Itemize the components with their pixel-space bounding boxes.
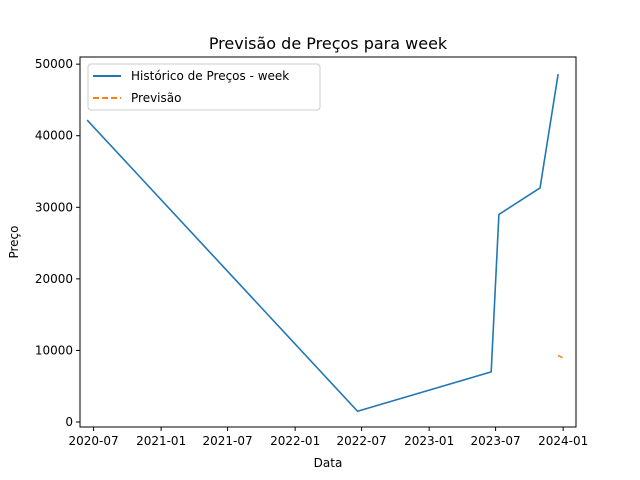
x-tick-label: 2023-07 [471, 434, 521, 448]
x-axis-label: Data [314, 456, 343, 470]
chart-title: Previsão de Preços para week [209, 34, 448, 53]
x-tick-label: 2021-07 [203, 434, 253, 448]
series-line-previsao [557, 354, 563, 359]
legend: Histórico de Preços - week Previsão [87, 63, 321, 111]
x-tick-label: 2023-01 [404, 434, 454, 448]
x-axis: 2020-07 2021-01 2021-07 2022-01 2022-07 2023-… [69, 427, 588, 448]
x-tick-label: 2020-07 [69, 434, 119, 448]
y-axis: 0 10000 20000 30000 40000 50000 [35, 57, 80, 429]
x-tick-label: 2022-07 [337, 434, 387, 448]
series-layer [86, 73, 563, 413]
x-tick-label: 2021-01 [136, 434, 186, 448]
legend-box [87, 63, 321, 111]
legend-label-historico: Histórico de Preços - week [131, 69, 289, 83]
x-tick-label: 2022-01 [270, 434, 320, 448]
y-tick-label: 20000 [35, 272, 73, 286]
plot-frame [79, 56, 577, 428]
legend-label-previsao: Previsão [131, 91, 181, 105]
y-tick-label: 30000 [35, 200, 73, 214]
series-line-historico [86, 73, 559, 413]
y-tick-label: 50000 [35, 57, 73, 71]
y-axis-label: Preço [7, 225, 21, 258]
y-tick-label: 0 [65, 415, 73, 429]
x-tick-label: 2024-01 [538, 434, 588, 448]
y-tick-label: 10000 [35, 343, 73, 357]
y-tick-label: 40000 [35, 129, 73, 143]
